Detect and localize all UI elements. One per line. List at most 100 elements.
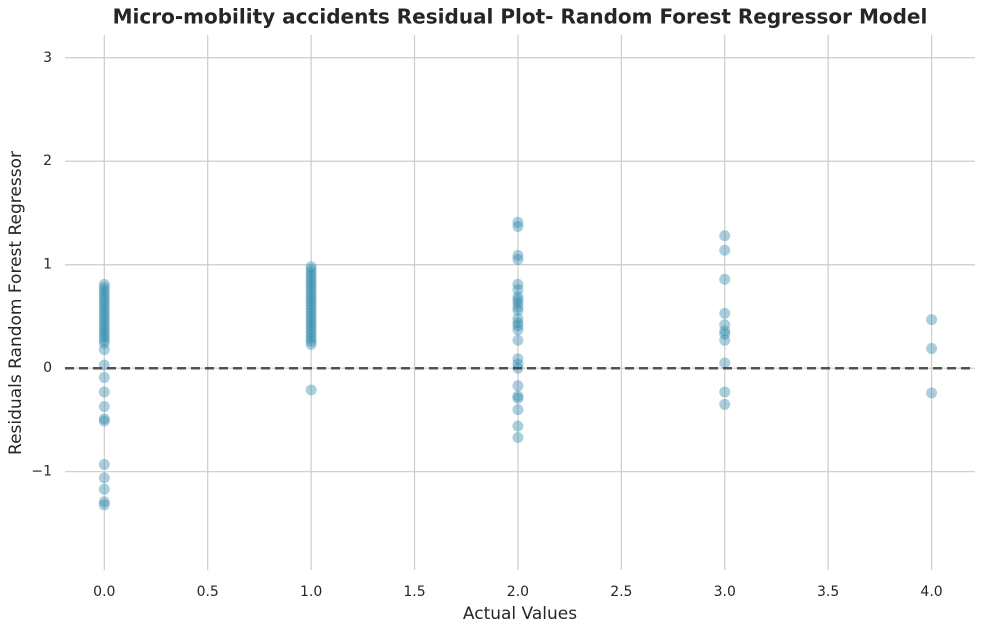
point: [719, 386, 731, 398]
point: [512, 313, 524, 325]
point: [98, 278, 110, 290]
point: [305, 283, 317, 295]
point: [305, 292, 317, 304]
point: [305, 323, 317, 335]
point: [98, 337, 110, 349]
point: [512, 334, 524, 346]
y-tick-label: −1: [31, 464, 52, 480]
point: [512, 291, 524, 303]
x-tick-label: 4.0: [920, 584, 942, 600]
y-tick-label: 3: [43, 50, 52, 66]
point: [512, 278, 524, 290]
point: [98, 285, 110, 297]
point: [926, 343, 938, 355]
point: [512, 392, 524, 404]
point: [98, 319, 110, 331]
point: [719, 230, 731, 242]
y-tick-label: 1: [43, 257, 52, 273]
point: [512, 320, 524, 332]
x-axis-label: Actual Values: [463, 604, 577, 624]
point: [512, 220, 524, 232]
point: [512, 353, 524, 365]
point: [98, 300, 110, 312]
point: [719, 328, 731, 340]
point: [98, 325, 110, 337]
point: [512, 324, 524, 336]
point: [719, 307, 731, 319]
point: [98, 291, 110, 303]
point: [98, 306, 110, 318]
x-tick-label: 1.5: [403, 584, 425, 600]
point: [305, 295, 317, 307]
x-tick-label: 2.0: [507, 584, 529, 600]
point: [98, 303, 110, 315]
point: [98, 344, 110, 356]
point: [512, 301, 524, 313]
y-axis-label: Residuals Random Forest Regressor: [6, 151, 26, 455]
point: [98, 294, 110, 306]
x-tick-label: 2.5: [610, 584, 632, 600]
point: [305, 307, 317, 319]
point: [305, 289, 317, 301]
x-tick-label: 0.0: [93, 584, 115, 600]
point: [305, 273, 317, 285]
x-tick-label: 1.0: [300, 584, 322, 600]
point: [98, 372, 110, 384]
x-tick-label: 3.0: [714, 584, 736, 600]
point: [512, 420, 524, 432]
point: [305, 279, 317, 291]
point: [305, 276, 317, 288]
point: [98, 400, 110, 412]
point: [305, 338, 317, 350]
point: [719, 334, 731, 346]
point: [512, 216, 524, 228]
point: [98, 386, 110, 398]
point: [98, 313, 110, 325]
point: [305, 301, 317, 313]
point: [98, 328, 110, 340]
point: [98, 316, 110, 328]
point: [305, 335, 317, 347]
point: [512, 380, 524, 392]
point: [305, 326, 317, 338]
point: [305, 298, 317, 310]
point: [926, 387, 938, 399]
point: [305, 264, 317, 276]
point: [98, 415, 110, 427]
point: [512, 317, 524, 329]
point: [305, 270, 317, 282]
x-tick-label: 0.5: [197, 584, 219, 600]
point: [305, 332, 317, 344]
point: [305, 384, 317, 396]
point: [98, 334, 110, 346]
point: [98, 322, 110, 334]
point: [512, 404, 524, 416]
point: [512, 304, 524, 316]
point: [512, 432, 524, 444]
point: [512, 297, 524, 309]
point: [305, 314, 317, 326]
point: [719, 273, 731, 285]
point: [719, 357, 731, 369]
point: [305, 320, 317, 332]
point: [719, 244, 731, 256]
point: [98, 413, 110, 425]
point: [719, 325, 731, 337]
point: [98, 297, 110, 309]
point: [305, 286, 317, 298]
point: [719, 319, 731, 331]
point: [305, 304, 317, 316]
point: [512, 294, 524, 306]
point: [512, 254, 524, 266]
point: [719, 398, 731, 410]
point: [305, 329, 317, 341]
point: [98, 331, 110, 343]
point: [305, 317, 317, 329]
chart-title: Micro-mobility accidents Residual Plot- …: [113, 5, 928, 29]
point: [305, 310, 317, 322]
x-tick-label: 3.5: [817, 584, 839, 600]
point: [305, 267, 317, 279]
point: [926, 314, 938, 326]
point: [512, 284, 524, 296]
point: [98, 483, 110, 495]
